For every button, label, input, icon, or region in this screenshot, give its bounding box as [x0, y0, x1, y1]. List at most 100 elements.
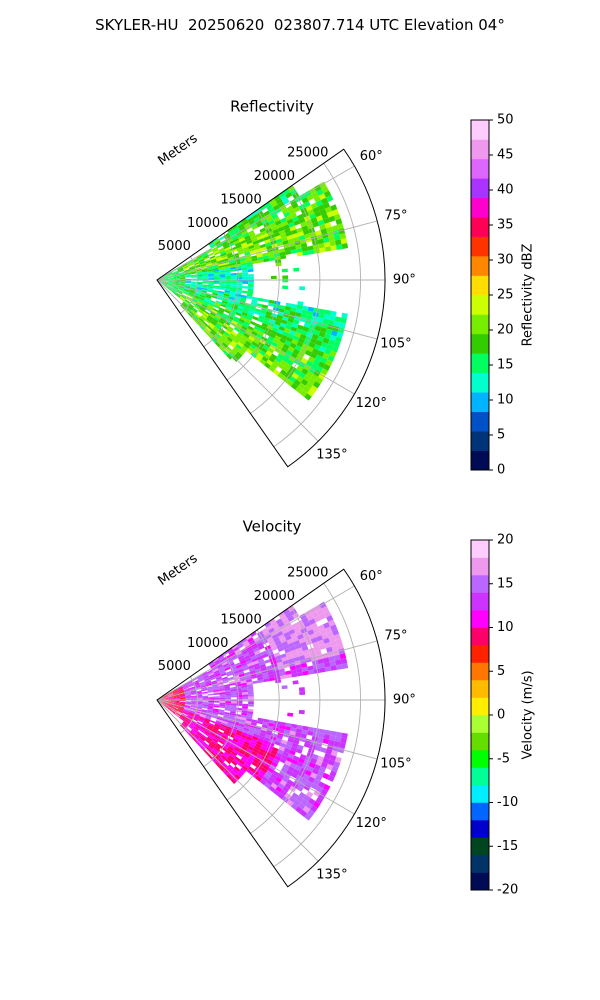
radar-gate — [289, 730, 296, 736]
radar-gate — [262, 344, 270, 351]
azimuth-spoke — [156, 585, 355, 701]
colorbar-segment — [471, 575, 489, 593]
radar-gate — [264, 314, 272, 319]
radar-gate — [168, 279, 175, 280]
radar-gate — [302, 805, 311, 814]
radar-gate — [162, 700, 169, 702]
radar-gate — [198, 737, 204, 743]
radar-gate — [259, 663, 266, 669]
radar-gate — [201, 290, 207, 293]
radar-gate — [168, 701, 174, 703]
radar-gate — [246, 261, 253, 265]
radar-gate — [189, 688, 196, 691]
radar-gate — [248, 284, 254, 287]
radar-gate — [248, 276, 254, 280]
radar-gate — [180, 295, 186, 300]
radar-gate — [266, 665, 273, 670]
radar-gate — [201, 687, 208, 691]
radar-gate — [202, 301, 209, 306]
radar-gate — [172, 286, 178, 290]
radar-gate — [186, 296, 193, 300]
radar-gate — [274, 220, 282, 226]
radar-gate — [329, 660, 336, 667]
radar-gate — [291, 622, 299, 629]
radar-gate — [241, 650, 248, 656]
radar-gate — [333, 341, 341, 348]
radar-gate — [178, 269, 184, 273]
radar-gate — [230, 350, 237, 356]
radar-gate — [297, 651, 305, 657]
radar-gate — [282, 331, 290, 337]
radar-gate — [195, 709, 202, 712]
colorbar-segment — [471, 217, 489, 237]
radar-gate — [227, 745, 234, 751]
radar-gate — [207, 708, 214, 712]
radar-gate — [185, 282, 192, 284]
radar-gate — [179, 701, 186, 703]
radar-gate — [221, 722, 228, 726]
radar-gate — [305, 802, 313, 810]
radar-gate — [162, 282, 168, 285]
radar-gate — [182, 265, 189, 269]
radar-gate — [227, 300, 234, 304]
radar-gate — [179, 694, 186, 697]
radar-gate — [330, 310, 337, 317]
radar-gate — [233, 255, 240, 259]
radar-gate — [244, 318, 252, 324]
radar-gate — [269, 222, 277, 228]
radar-gate — [267, 251, 274, 256]
radar-gate — [278, 325, 286, 332]
radial-tick-label: 25000 — [287, 146, 328, 161]
radar-gate — [315, 785, 324, 793]
radar-gate — [221, 720, 228, 725]
radar-gate — [256, 642, 264, 648]
radar-gate — [232, 348, 239, 354]
radar-gate — [264, 239, 271, 244]
radar-gate — [174, 698, 180, 699]
radar-gate — [202, 691, 208, 694]
radar-gate — [308, 776, 316, 783]
radar-gate — [280, 233, 287, 239]
radar-gate — [209, 742, 215, 748]
radar-gate — [273, 779, 280, 787]
radar-gate — [277, 353, 284, 360]
radar-gate — [253, 325, 261, 331]
radar-gate — [323, 637, 330, 644]
radar-gate — [249, 670, 256, 675]
radar-gate — [191, 282, 197, 284]
radar-gate — [186, 260, 193, 265]
radar-gate — [241, 264, 248, 269]
radar-gate — [272, 758, 280, 765]
radar-gate — [268, 677, 276, 682]
radar-gate — [246, 681, 253, 685]
colorbar-segment — [471, 855, 489, 873]
radar-gate — [247, 311, 254, 316]
radar-gate — [205, 729, 211, 734]
radar-gate — [176, 266, 183, 270]
radar-gate — [235, 732, 242, 737]
radar-gate — [208, 702, 214, 704]
radar-gate — [206, 686, 213, 689]
radar-gate — [255, 743, 262, 749]
radar-gate — [213, 704, 220, 706]
radar-gate — [190, 283, 197, 285]
radar-gate — [296, 667, 303, 673]
radar-gate — [230, 770, 237, 776]
radar-gate — [246, 647, 254, 653]
radar-gate — [213, 274, 220, 277]
radar-gate — [292, 335, 300, 342]
radar-gate — [202, 302, 208, 307]
radar-gate — [215, 676, 222, 681]
radar-gate — [334, 736, 342, 743]
radar-gate — [302, 649, 310, 655]
radar-gate — [235, 244, 242, 249]
radar-gate — [179, 704, 186, 706]
radar-gate — [244, 251, 251, 256]
radar-gate — [301, 617, 309, 624]
radar-gate — [255, 208, 262, 214]
radar-gate — [336, 643, 344, 650]
radar-gate — [227, 764, 234, 770]
range-ring — [250, 606, 321, 834]
radar-gate — [272, 327, 279, 333]
radar-gate — [214, 659, 220, 664]
